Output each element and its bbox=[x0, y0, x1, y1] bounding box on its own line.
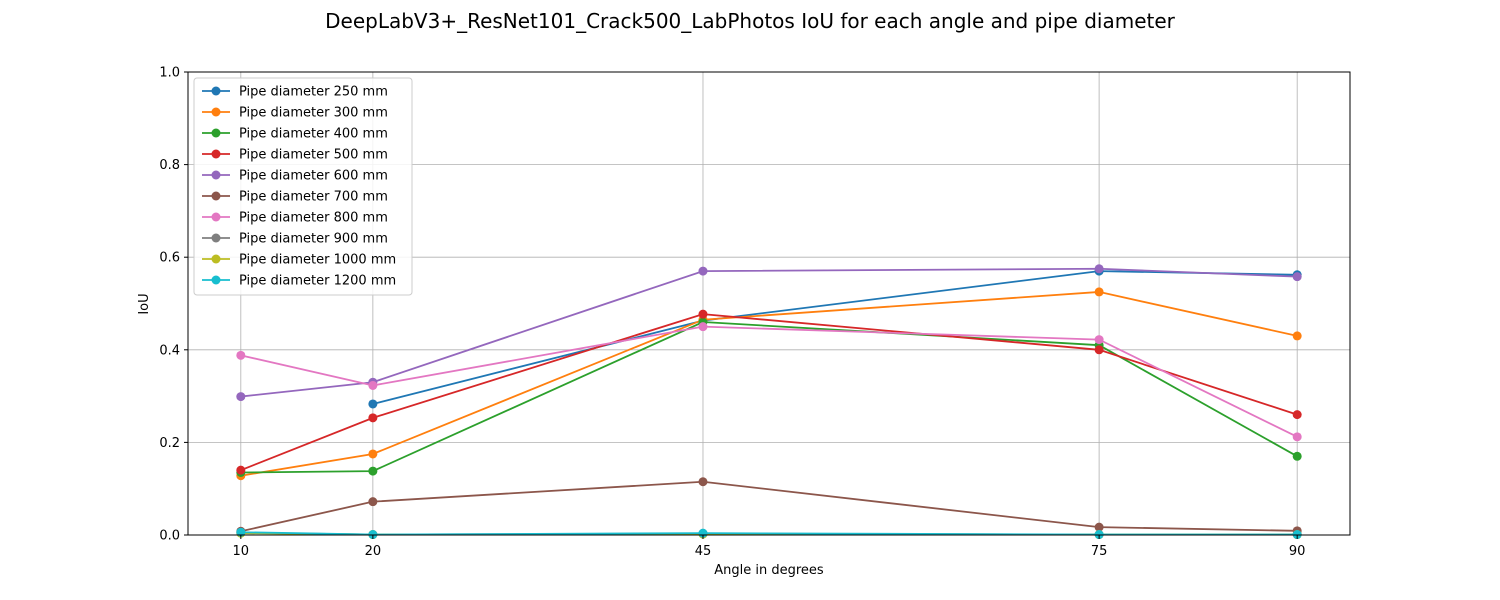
legend-marker bbox=[211, 233, 221, 243]
legend: Pipe diameter 250 mm Pipe diameter 300 mm… bbox=[193, 77, 413, 296]
series-3 bbox=[236, 309, 1302, 475]
legend-entry: Pipe diameter 600 mm bbox=[202, 169, 388, 184]
data-point bbox=[368, 497, 378, 507]
data-point bbox=[368, 399, 378, 409]
data-point bbox=[1292, 432, 1302, 442]
x-tick-label: 45 bbox=[695, 544, 712, 559]
legend-entry: Pipe diameter 1200 mm bbox=[202, 274, 396, 289]
y-tick-label: 1.0 bbox=[159, 66, 180, 81]
data-point bbox=[368, 380, 378, 390]
chart-title: DeepLabV3+_ResNet101_Crack500_LabPhotos … bbox=[325, 9, 1176, 33]
legend-entry: Pipe diameter 250 mm bbox=[202, 85, 388, 100]
data-point bbox=[236, 527, 246, 537]
x-axis-label: Angle in degrees bbox=[714, 563, 824, 578]
y-tick-label: 0.0 bbox=[159, 529, 180, 544]
data-point bbox=[1292, 272, 1302, 282]
legend-entry: Pipe diameter 800 mm bbox=[202, 211, 388, 226]
data-point bbox=[1292, 331, 1302, 341]
series-line bbox=[240, 325, 1298, 438]
data-point bbox=[236, 392, 246, 402]
legend-label: Pipe diameter 400 mm bbox=[239, 127, 388, 142]
data-point bbox=[1094, 264, 1104, 274]
legend-marker bbox=[211, 275, 221, 285]
data-point bbox=[1094, 522, 1104, 532]
legend-marker bbox=[211, 191, 221, 201]
legend-entry: Pipe diameter 700 mm bbox=[202, 190, 388, 205]
data-point bbox=[698, 266, 708, 276]
legend-marker bbox=[211, 128, 221, 138]
y-axis-ticks: 0.0 0.2 0.4 0.6 0.8 1.0 bbox=[159, 66, 188, 544]
legend-marker bbox=[211, 254, 221, 264]
data-point bbox=[368, 413, 378, 423]
series-line bbox=[372, 270, 1298, 405]
legend-label: Pipe diameter 800 mm bbox=[239, 211, 388, 226]
legend-label: Pipe diameter 250 mm bbox=[239, 85, 388, 100]
series-6 bbox=[236, 322, 1302, 442]
legend-label: Pipe diameter 1200 mm bbox=[239, 274, 396, 289]
legend-marker bbox=[211, 107, 221, 117]
y-tick-label: 0.2 bbox=[159, 436, 180, 451]
legend-marker bbox=[211, 86, 221, 96]
legend-marker bbox=[211, 149, 221, 159]
data-point bbox=[368, 449, 378, 459]
legend-entry: Pipe diameter 300 mm bbox=[202, 106, 388, 121]
x-tick-label: 75 bbox=[1091, 544, 1108, 559]
x-tick-label: 90 bbox=[1289, 544, 1306, 559]
series-line bbox=[240, 313, 1298, 472]
legend-entry: Pipe diameter 400 mm bbox=[202, 127, 388, 142]
data-point bbox=[236, 465, 246, 475]
series-line bbox=[240, 480, 1298, 533]
series-line bbox=[240, 531, 1298, 536]
legend-label: Pipe diameter 700 mm bbox=[239, 190, 388, 205]
data-point bbox=[236, 350, 246, 360]
legend-entry: Pipe diameter 1000 mm bbox=[202, 253, 396, 268]
data-point bbox=[1292, 410, 1302, 420]
legend-label: Pipe diameter 300 mm bbox=[239, 106, 388, 121]
data-point bbox=[1094, 345, 1104, 355]
legend-label: Pipe diameter 1000 mm bbox=[239, 253, 396, 268]
y-tick-label: 0.8 bbox=[159, 158, 180, 173]
data-point bbox=[698, 477, 708, 487]
data-point bbox=[698, 309, 708, 319]
x-tick-label: 10 bbox=[233, 544, 250, 559]
legend-marker bbox=[211, 212, 221, 222]
data-point bbox=[368, 466, 378, 476]
series-1 bbox=[236, 287, 1302, 481]
legend-entry: Pipe diameter 500 mm bbox=[202, 148, 388, 163]
legend-box bbox=[193, 77, 413, 296]
legend-label: Pipe diameter 500 mm bbox=[239, 148, 388, 163]
data-point bbox=[1094, 287, 1104, 297]
x-axis-ticks: 10 20 45 75 90 bbox=[233, 535, 1306, 559]
series-5 bbox=[236, 477, 1302, 536]
legend-label: Pipe diameter 600 mm bbox=[239, 169, 388, 184]
plot-frame bbox=[187, 71, 1351, 536]
legend-marker bbox=[211, 170, 221, 180]
data-point bbox=[1094, 335, 1104, 345]
data-point bbox=[698, 322, 708, 332]
legend-entry: Pipe diameter 900 mm bbox=[202, 232, 388, 247]
y-tick-label: 0.4 bbox=[159, 343, 180, 358]
x-tick-label: 20 bbox=[365, 544, 382, 559]
series-lines bbox=[236, 264, 1302, 540]
series-9 bbox=[236, 527, 1302, 540]
data-point bbox=[1292, 451, 1302, 461]
legend-label: Pipe diameter 900 mm bbox=[239, 232, 388, 247]
y-tick-label: 0.6 bbox=[159, 251, 180, 266]
y-axis-label: IoU bbox=[137, 293, 152, 314]
